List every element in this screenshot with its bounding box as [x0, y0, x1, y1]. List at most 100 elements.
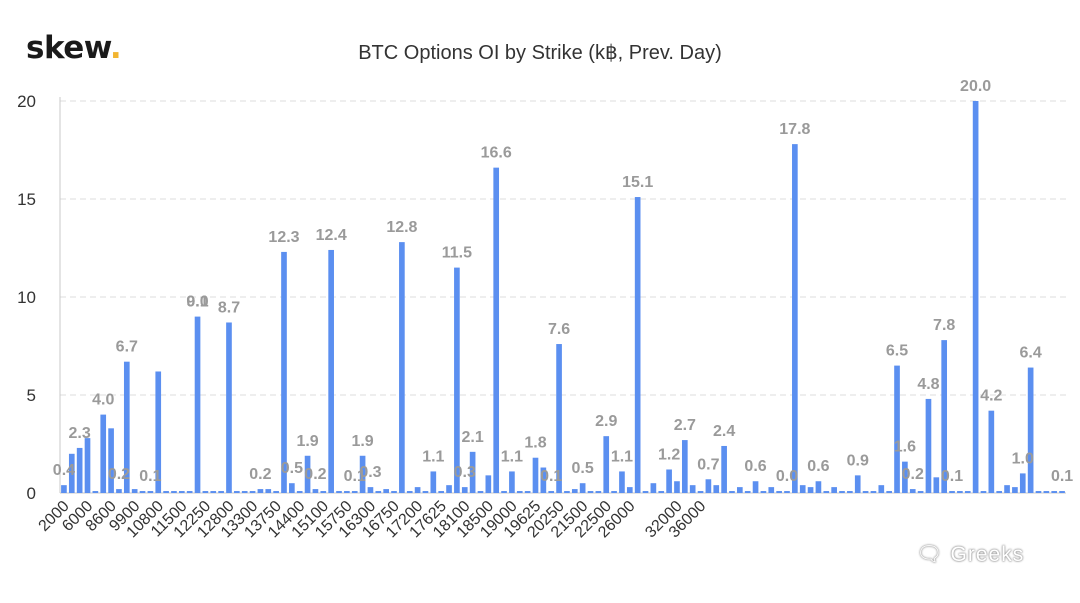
data-label: 12.3 [268, 229, 299, 246]
data-label: 0.2 [902, 466, 924, 483]
data-label: 1.6 [894, 439, 916, 456]
bar [666, 469, 672, 493]
bar [186, 491, 193, 493]
bar [980, 491, 987, 493]
bar [957, 491, 963, 493]
bar [548, 491, 555, 493]
bar [642, 491, 649, 493]
bar [116, 489, 122, 493]
bar [210, 491, 217, 493]
chat-bubbles-icon: 🗨 [916, 543, 944, 566]
bar [752, 481, 759, 493]
data-label: 1.1 [611, 448, 633, 465]
watermark: 🗨 Greeks [916, 543, 1024, 567]
bar [61, 485, 67, 493]
bar [391, 491, 397, 493]
bar [658, 491, 665, 493]
data-label: 0.2 [304, 466, 326, 483]
bar [886, 491, 892, 493]
data-label: 0.3 [359, 464, 381, 481]
bar [1019, 473, 1026, 493]
bar [68, 453, 75, 493]
x-axis: 2000600086009900108001150012250128001330… [36, 498, 710, 542]
y-tick-label: 20 [17, 92, 36, 111]
bar [100, 414, 107, 493]
data-label: 0.1 [1051, 468, 1073, 485]
bar [831, 487, 837, 493]
bar [438, 491, 445, 493]
y-tick-label: 15 [17, 190, 36, 209]
bar [941, 340, 948, 493]
bar [320, 491, 327, 493]
bar [1059, 491, 1065, 493]
gridlines [60, 100, 1066, 494]
bar [799, 485, 806, 493]
bar [792, 144, 798, 493]
bar [84, 438, 91, 493]
data-label: 0.7 [697, 456, 719, 473]
data-label: 1.1 [501, 448, 523, 465]
data-label: 0.5 [572, 460, 594, 477]
bar [587, 491, 594, 493]
bar [249, 491, 256, 493]
bar [972, 101, 979, 493]
data-label: 1.2 [658, 446, 680, 463]
bar [626, 487, 633, 493]
bar [155, 371, 162, 493]
bar [784, 491, 790, 493]
bar [296, 491, 303, 493]
data-label: 0.2 [249, 466, 271, 483]
bar [1027, 367, 1034, 493]
data-label: 0.1 [344, 468, 366, 485]
data-label: 1.8 [524, 435, 546, 452]
bar [273, 491, 279, 493]
data-label: 0.1 [540, 468, 562, 485]
bar [902, 461, 908, 493]
data-label: 4.2 [980, 388, 1002, 405]
bar [1004, 485, 1010, 493]
bar [854, 475, 861, 493]
y-tick-label: 10 [17, 288, 36, 307]
bar [123, 361, 130, 493]
bar [383, 489, 389, 493]
bar [744, 491, 751, 493]
bar [689, 485, 696, 493]
data-label: 7.8 [933, 317, 955, 334]
bar [241, 491, 248, 493]
bar [894, 365, 900, 493]
bar [257, 489, 264, 493]
data-label: 0.1 [941, 468, 963, 485]
y-tick-label: 5 [27, 386, 36, 405]
bar [737, 487, 743, 493]
data-label: 1.0 [1012, 450, 1034, 467]
bar [485, 475, 492, 493]
bar [713, 485, 720, 493]
bar [131, 489, 138, 493]
bar [477, 491, 484, 493]
data-label: 6.4 [1020, 345, 1042, 362]
bar [674, 481, 680, 493]
bar [807, 487, 814, 493]
bar [351, 491, 358, 493]
bar [469, 451, 476, 493]
bar [92, 491, 99, 493]
bar [1043, 491, 1050, 493]
data-label: 6.5 [886, 343, 908, 360]
bar [414, 487, 421, 493]
bar [760, 491, 767, 493]
logo-text: skew [26, 30, 110, 66]
bar [909, 489, 916, 493]
data-label: 4.0 [92, 392, 114, 409]
data-label: 1.9 [351, 433, 373, 450]
bar [619, 471, 625, 493]
data-label: 2.4 [713, 423, 735, 440]
bar [202, 491, 209, 493]
data-label: 2.1 [461, 429, 483, 446]
bar [697, 491, 704, 493]
bar [681, 440, 688, 493]
data-label: 8.7 [218, 299, 240, 316]
bar [367, 487, 374, 493]
bar [933, 477, 940, 493]
bar [76, 447, 83, 493]
bar [524, 491, 531, 493]
